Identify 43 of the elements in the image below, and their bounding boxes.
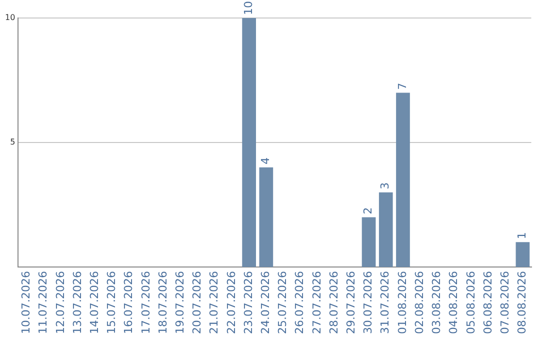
- data-label: 2: [362, 207, 375, 214]
- bar: [396, 92, 410, 268]
- x-tick-label: 14.07.2026: [88, 271, 101, 334]
- x-tick-label: 15.07.2026: [105, 271, 118, 334]
- x-tick-label: 10.07.2026: [20, 271, 33, 334]
- x-tick-label: 11.07.2026: [36, 271, 50, 334]
- data-label: 3: [378, 182, 392, 190]
- bar: [378, 192, 393, 268]
- x-tick-label: 25.07.2026: [276, 271, 290, 334]
- y-tick-label: 5: [10, 138, 16, 147]
- x-tick-label: 18.07.2026: [156, 271, 170, 334]
- x-tick-label: 02.08.2026: [412, 271, 426, 334]
- x-tick-label: 17.07.2026: [139, 271, 152, 334]
- x-tick-label: 30.07.2026: [362, 271, 375, 334]
- bar: [362, 217, 376, 268]
- x-tick-label: 05.08.2026: [464, 271, 478, 334]
- x-tick-label: 28.07.2026: [327, 271, 340, 334]
- data-label: 1: [516, 232, 529, 240]
- bar: [516, 242, 530, 268]
- x-tick-label: 24.07.2026: [259, 271, 272, 334]
- x-tick-label: 08.08.2026: [516, 271, 529, 334]
- data-label: 10: [242, 1, 255, 15]
- x-tick-label: 29.07.2026: [344, 271, 358, 334]
- x-tick-label: 22.07.2026: [224, 271, 238, 334]
- x-tick-label: 12.07.2026: [54, 271, 67, 334]
- x-tick-label: 07.08.2026: [498, 271, 512, 334]
- x-tick-label: 04.08.2026: [447, 271, 460, 334]
- x-tick-label: 31.07.2026: [378, 271, 392, 334]
- bar: [259, 167, 274, 268]
- x-tick-label: 16.07.2026: [122, 271, 136, 334]
- x-tick-label: 26.07.2026: [293, 271, 306, 334]
- data-label: 7: [396, 82, 409, 90]
- x-tick-label: 27.07.2026: [310, 271, 324, 334]
- x-tick-label: 20.07.2026: [190, 271, 204, 334]
- x-tick-label: 06.08.2026: [481, 271, 494, 334]
- x-tick-label: 03.08.2026: [430, 271, 444, 334]
- x-tick-label: 01.08.2026: [396, 271, 409, 334]
- bar: [242, 18, 256, 268]
- x-tick-label: 23.07.2026: [242, 271, 255, 334]
- data-label: 4: [259, 157, 272, 164]
- x-tick-label: 19.07.2026: [174, 271, 187, 334]
- x-tick-label: 21.07.2026: [208, 271, 221, 334]
- x-tick-label: 13.07.2026: [70, 271, 84, 334]
